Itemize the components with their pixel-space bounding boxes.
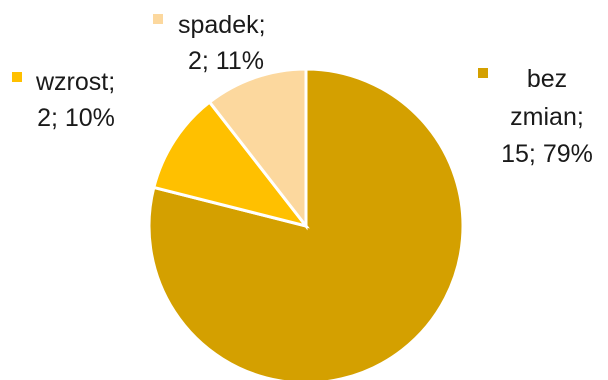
pie-slices bbox=[147, 67, 465, 380]
slice-spadek bbox=[207, 67, 308, 231]
slice-spadek-label-line: spadek; bbox=[178, 11, 266, 39]
slice-bez-zmian-label-line: bez bbox=[527, 65, 567, 93]
slice-bez-zmian-label-line: zmian; bbox=[510, 103, 584, 131]
slice-wzrost-marker bbox=[12, 72, 22, 82]
slice-wzrost bbox=[151, 99, 310, 229]
slice-wzrost-label-line: 2; 10% bbox=[37, 104, 115, 132]
slice-bez-zmian-marker bbox=[478, 68, 488, 78]
slice-spadek-label-line: 2; 11% bbox=[188, 47, 264, 75]
pie-labels: bez zmian; 15; 79% wzrost; 2; 10% spadek; 2; 1… bbox=[12, 11, 593, 168]
slice-bez-zmian bbox=[147, 67, 465, 380]
slice-bez-zmian-label-line: 15; 79% bbox=[501, 140, 593, 168]
slice-spadek-marker bbox=[153, 14, 163, 24]
slice-wzrost-label-line: wzrost; bbox=[35, 68, 115, 96]
